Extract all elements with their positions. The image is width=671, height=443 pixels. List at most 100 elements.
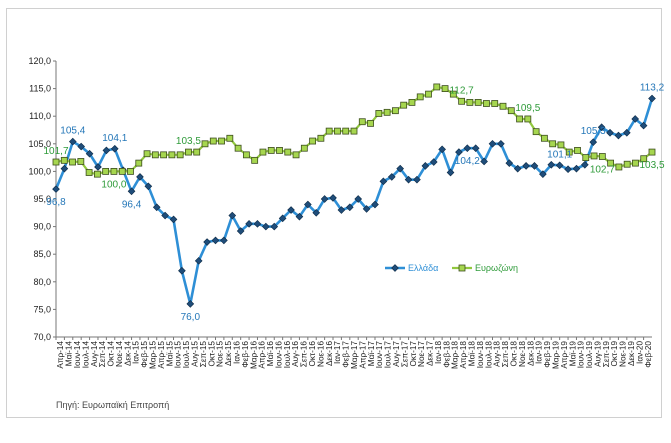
point-eurozone xyxy=(234,144,242,152)
point-greece xyxy=(581,160,589,169)
data-label: 105,3 xyxy=(581,126,606,137)
data-label: 109,5 xyxy=(515,103,540,114)
x-tick-label: Μαϊ-17 xyxy=(367,341,376,367)
point-greece xyxy=(404,175,413,184)
x-tick-label: Μαρ-17 xyxy=(350,341,359,369)
point-greece xyxy=(329,194,337,202)
point-eurozone xyxy=(300,144,308,152)
point-eurozone xyxy=(325,127,333,135)
point-eurozone xyxy=(334,127,341,135)
y-tick-label: 105,0 xyxy=(28,139,51,149)
point-greece xyxy=(136,173,144,181)
x-tick-label: Μαρ-19 xyxy=(551,341,560,369)
point-greece xyxy=(480,157,488,166)
point-greece xyxy=(446,168,455,177)
x-tick-label: Οκτ-16 xyxy=(308,341,317,367)
point-greece xyxy=(60,164,69,173)
point-eurozone xyxy=(623,160,631,168)
x-tick-label: Σεπ-14 xyxy=(98,341,107,368)
x-tick-label: Νοε-16 xyxy=(316,341,325,367)
x-tick-label: Ιουν-19 xyxy=(577,341,586,369)
y-tick-label: 85,0 xyxy=(33,249,51,259)
x-tick-label: Απρ-15 xyxy=(157,341,166,369)
point-eurozone xyxy=(292,151,300,159)
point-eurozone xyxy=(491,100,499,107)
point-eurozone xyxy=(540,134,548,142)
point-greece xyxy=(471,144,480,153)
point-greece xyxy=(379,177,388,186)
point-eurozone xyxy=(201,140,209,148)
point-greece xyxy=(211,236,220,245)
point-greece xyxy=(85,149,94,158)
point-greece xyxy=(631,115,640,123)
point-eurozone xyxy=(85,169,93,176)
x-tick-label: Απρ-19 xyxy=(560,341,569,369)
x-tick-label: Φεβ-16 xyxy=(241,341,250,368)
point-greece xyxy=(564,165,572,174)
point-eurozone xyxy=(317,134,325,142)
x-tick-label: Οκτ-18 xyxy=(509,341,518,367)
x-tick-label: Απρ-18 xyxy=(459,341,468,369)
y-tick-label: 70,0 xyxy=(33,332,51,342)
point-eurozone xyxy=(284,148,292,156)
x-tick-label: Νοε-14 xyxy=(115,341,124,367)
point-eurozone xyxy=(193,148,201,156)
legend-label-greece: Ελλάδα xyxy=(408,263,438,273)
point-eurozone xyxy=(209,137,217,145)
point-greece xyxy=(488,139,497,148)
data-label: 96,4 xyxy=(122,199,142,210)
point-greece xyxy=(589,138,598,146)
point-eurozone xyxy=(218,137,225,145)
point-greece xyxy=(110,144,119,153)
point-eurozone xyxy=(242,151,250,159)
point-eurozone xyxy=(458,97,466,105)
point-greece xyxy=(194,256,203,265)
point-greece xyxy=(337,206,346,214)
point-eurozone xyxy=(267,147,275,154)
point-eurozone xyxy=(598,153,606,160)
x-tick-label: Δεκ-16 xyxy=(325,341,334,366)
point-eurozone xyxy=(391,107,399,115)
x-tick-label: Αυγ-15 xyxy=(191,341,200,367)
point-greece xyxy=(455,148,463,156)
point-eurozone xyxy=(557,141,565,149)
point-greece xyxy=(52,185,60,193)
x-tick-label: Απρ-17 xyxy=(358,341,367,369)
point-greece xyxy=(547,160,556,169)
point-greece xyxy=(236,227,245,235)
x-tick-label: Δεκ-14 xyxy=(123,341,132,366)
point-greece xyxy=(530,162,539,170)
point-eurozone xyxy=(574,147,581,154)
point-eurozone xyxy=(69,158,76,166)
x-tick-label: Μαρ-18 xyxy=(451,341,460,369)
point-eurozone xyxy=(416,93,424,101)
x-tick-label: Μαρ-16 xyxy=(249,341,258,369)
point-greece xyxy=(220,236,228,245)
x-tick-label: Δεκ-17 xyxy=(426,341,435,366)
point-greece xyxy=(354,195,363,203)
point-greece xyxy=(312,208,321,217)
point-eurozone xyxy=(549,140,557,148)
point-eurozone xyxy=(60,156,68,164)
x-tick-label: Μαϊ-19 xyxy=(568,341,577,367)
point-eurozone xyxy=(151,151,159,159)
point-greece xyxy=(463,144,472,153)
data-label: 112,7 xyxy=(449,85,474,96)
point-eurozone xyxy=(375,110,383,117)
point-eurozone xyxy=(77,158,85,165)
data-label: 76,0 xyxy=(181,312,201,323)
point-eurozone xyxy=(350,127,358,135)
point-eurozone xyxy=(425,90,432,98)
data-label: 103,5 xyxy=(639,160,664,171)
point-eurozone xyxy=(640,155,648,163)
y-tick-label: 110,0 xyxy=(29,111,51,121)
point-eurozone xyxy=(441,85,449,92)
x-tick-label: Ιουλ-18 xyxy=(484,341,493,369)
point-greece xyxy=(505,159,514,167)
y-tick-label: 100,0 xyxy=(28,166,51,176)
point-greece xyxy=(606,128,614,137)
point-eurozone xyxy=(524,115,532,123)
x-tick-label: Νοε-17 xyxy=(417,341,426,367)
point-eurozone xyxy=(185,148,192,156)
